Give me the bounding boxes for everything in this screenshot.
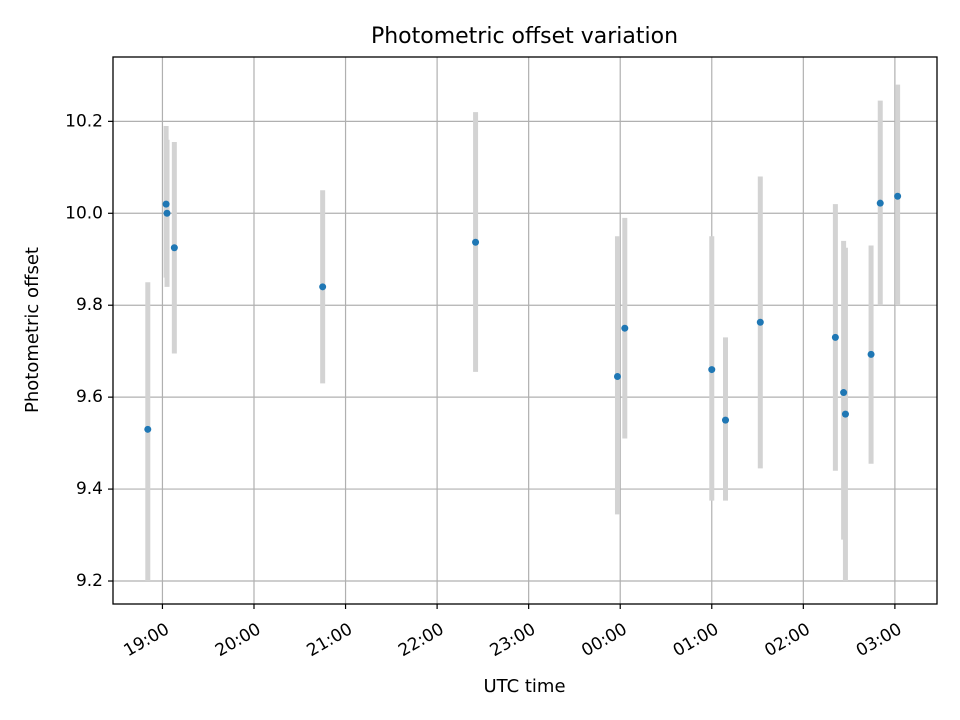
data-point bbox=[621, 324, 629, 332]
data-point bbox=[894, 192, 902, 200]
y-axis-label: Photometric offset bbox=[22, 247, 43, 413]
y-axis-ticks: 9.2 9.4 9.6 9.8 10.0 10.2 bbox=[65, 111, 113, 591]
x-tick-label: 00:00 bbox=[578, 619, 630, 661]
x-tick-label: 19:00 bbox=[120, 619, 172, 661]
data-point bbox=[756, 318, 764, 326]
data-point bbox=[867, 350, 875, 358]
grid-lines bbox=[113, 57, 937, 604]
y-tick-label: 9.4 bbox=[76, 479, 103, 499]
x-axis-ticks: 19:00 20:00 21:00 22:00 23:00 00:00 01:00 02:00… bbox=[120, 604, 905, 661]
data-point bbox=[144, 425, 152, 433]
data-point bbox=[170, 244, 178, 252]
x-tick-label: 22:00 bbox=[395, 619, 447, 661]
y-tick-label: 10.2 bbox=[65, 111, 103, 131]
y-tick-label: 9.6 bbox=[76, 387, 103, 407]
data-point bbox=[840, 389, 848, 397]
x-tick-label: 20:00 bbox=[212, 619, 264, 661]
plot-frame bbox=[112, 56, 938, 605]
y-tick-label: 9.8 bbox=[76, 295, 103, 315]
data-points bbox=[144, 192, 902, 433]
data-point bbox=[472, 238, 480, 246]
chart-title: Photometric offset variation bbox=[371, 24, 678, 49]
data-point bbox=[722, 416, 730, 424]
data-point bbox=[876, 199, 884, 207]
data-point bbox=[841, 410, 849, 418]
x-tick-label: 23:00 bbox=[487, 619, 539, 661]
error-bars bbox=[145, 84, 901, 582]
data-point bbox=[708, 366, 716, 374]
x-tick-label: 01:00 bbox=[670, 619, 722, 661]
x-tick-label: 03:00 bbox=[853, 619, 905, 661]
data-point bbox=[162, 200, 170, 208]
y-tick-label: 9.2 bbox=[76, 571, 103, 591]
data-point bbox=[319, 283, 327, 291]
data-point bbox=[613, 372, 621, 380]
x-tick-label: 02:00 bbox=[761, 619, 813, 661]
x-axis-label: UTC time bbox=[483, 676, 565, 697]
x-tick-label: 21:00 bbox=[304, 619, 356, 661]
y-tick-label: 10.0 bbox=[65, 203, 103, 223]
data-point bbox=[831, 333, 839, 341]
data-point bbox=[163, 209, 171, 217]
